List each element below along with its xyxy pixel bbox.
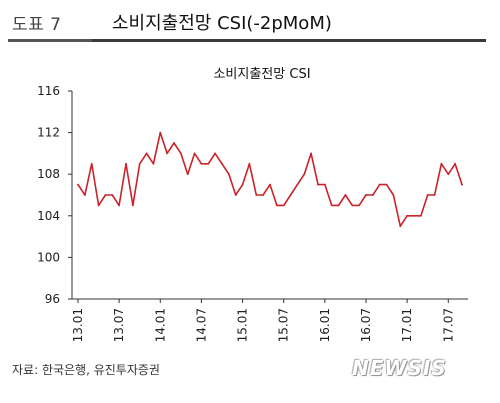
x-tick-label: 15.01 <box>236 308 250 342</box>
data-point <box>276 204 278 207</box>
data-point <box>180 152 182 155</box>
x-tick-label: 14.07 <box>194 308 208 342</box>
data-point <box>193 152 196 155</box>
data-point <box>303 173 306 176</box>
data-point <box>378 183 381 186</box>
data-point <box>159 131 162 134</box>
y-tick-label: 104 <box>37 209 60 223</box>
data-point <box>351 204 354 207</box>
data-point <box>111 194 114 196</box>
data-point <box>454 162 456 165</box>
data-point <box>97 204 100 207</box>
data-point <box>317 183 319 186</box>
data-point <box>262 194 264 196</box>
y-tick-label: 112 <box>37 126 60 140</box>
data-point <box>132 204 134 207</box>
figure-number: 도표 7 <box>12 15 62 35</box>
data-point <box>372 194 374 196</box>
data-point <box>426 194 429 196</box>
data-point <box>310 152 312 155</box>
data-point <box>289 194 292 196</box>
x-tick-label: 17.07 <box>441 308 455 342</box>
y-tick-label: 108 <box>37 167 60 181</box>
data-point <box>173 142 175 144</box>
data-point <box>440 162 443 165</box>
series-line <box>77 131 463 227</box>
data-point <box>90 162 93 165</box>
x-tick-label: 16.01 <box>318 308 332 342</box>
data-point <box>104 194 107 196</box>
data-point <box>221 162 223 165</box>
data-point <box>461 183 463 186</box>
chart-title: 소비지출전망 CSI <box>213 67 310 82</box>
data-point <box>248 162 251 165</box>
data-point <box>392 194 395 196</box>
data-point <box>337 204 340 207</box>
data-point <box>420 214 422 217</box>
data-point <box>152 162 155 165</box>
header-rule <box>8 39 486 42</box>
data-point <box>344 194 347 196</box>
data-point <box>118 204 120 207</box>
x-tick-label: 13.07 <box>112 308 126 342</box>
data-point <box>365 194 367 196</box>
data-point <box>166 152 169 155</box>
x-tick-label: 15.07 <box>277 308 291 342</box>
figure-header: 도표 7 소비지출전망 CSI(-2pMoM) <box>0 0 500 44</box>
data-point <box>413 214 415 217</box>
data-point <box>200 162 203 165</box>
data-point <box>214 152 217 155</box>
newsis-watermark: NEWSIS <box>352 356 447 380</box>
y-tick-label: 116 <box>37 84 60 98</box>
data-point <box>296 183 299 186</box>
data-point <box>145 152 148 155</box>
y-tick-label: 100 <box>37 250 60 264</box>
data-point <box>207 162 210 165</box>
x-tick-label: 14.01 <box>153 308 167 342</box>
chart-plot-area <box>77 131 463 228</box>
data-point <box>324 183 326 186</box>
x-tick-label: 13.01 <box>71 308 85 342</box>
source-note: 자료: 한국은행, 유진투자증권 <box>12 363 160 377</box>
data-point <box>447 173 450 176</box>
chart-axes: 96 100 104 108 112 116 13.01 13.07 14.01 14.07 15.… <box>37 84 468 342</box>
data-point <box>241 183 244 186</box>
data-point <box>125 162 127 165</box>
figure-title: 소비지출전망 CSI(-2pMoM) <box>112 13 332 34</box>
data-point <box>234 194 237 196</box>
data-point <box>138 162 141 165</box>
data-point <box>186 173 189 176</box>
data-point <box>385 183 388 186</box>
data-point <box>330 204 333 207</box>
x-tick-label: 17.01 <box>400 308 414 342</box>
data-point <box>84 194 86 196</box>
data-point <box>358 204 360 207</box>
header-rule-accent <box>8 39 92 42</box>
data-point <box>406 214 408 217</box>
data-point <box>228 173 230 176</box>
y-tick-label: 96 <box>45 292 60 306</box>
data-point <box>255 194 258 196</box>
data-point <box>269 183 271 186</box>
data-point <box>399 225 402 228</box>
data-point <box>433 194 436 196</box>
data-point <box>282 204 285 207</box>
data-point <box>77 183 79 186</box>
x-tick-label: 16.07 <box>359 308 373 342</box>
